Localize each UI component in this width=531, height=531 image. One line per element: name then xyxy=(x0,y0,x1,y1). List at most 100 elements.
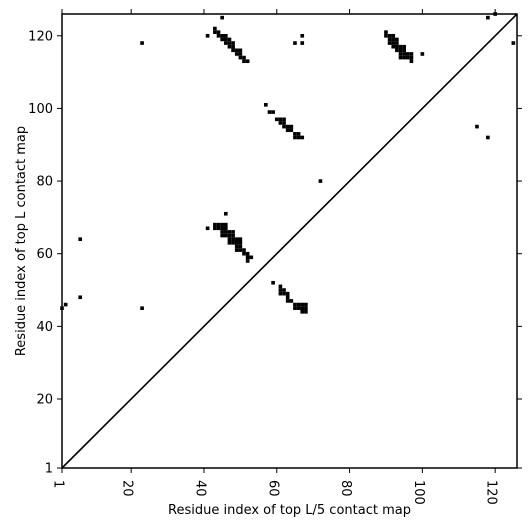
contact-cell xyxy=(391,44,396,49)
contact-cell xyxy=(398,44,403,49)
contact-cell xyxy=(220,230,224,234)
contact-cell xyxy=(405,52,410,56)
contact-cell xyxy=(409,55,414,60)
contact-cell xyxy=(486,135,490,140)
contact-cell xyxy=(486,15,490,20)
contact-cell xyxy=(223,230,228,234)
contact-cell xyxy=(420,52,425,56)
contact-cell xyxy=(271,110,275,114)
contact-cell xyxy=(78,295,83,300)
contact-cells xyxy=(60,12,516,314)
contact-cell xyxy=(63,302,68,307)
contact-cell xyxy=(140,41,144,45)
contact-cell xyxy=(213,222,217,227)
contact-cell xyxy=(300,302,305,307)
contact-cell xyxy=(227,233,232,238)
x-tick-label: 1 xyxy=(51,480,66,488)
contact-cell xyxy=(242,59,246,64)
contact-cell xyxy=(387,33,392,38)
y-tick-label: 120 xyxy=(28,29,53,44)
contact-cell xyxy=(220,33,224,38)
contact-cell xyxy=(220,15,224,20)
contact-cell xyxy=(231,233,235,238)
contact-cell xyxy=(395,48,399,53)
contact-cell xyxy=(395,44,399,49)
contact-cell xyxy=(223,222,228,227)
contact-cell xyxy=(216,222,221,227)
contact-cell xyxy=(234,241,239,245)
contact-cell xyxy=(318,179,323,183)
contact-cell xyxy=(387,41,392,45)
contact-cell xyxy=(285,291,290,296)
contact-cell xyxy=(278,117,283,122)
contact-cell xyxy=(220,226,224,231)
contact-cell xyxy=(289,299,294,303)
contact-cell xyxy=(409,59,414,64)
contact-cell xyxy=(223,211,228,216)
contact-cell xyxy=(511,41,516,45)
contact-cell xyxy=(282,291,286,296)
contact-cell xyxy=(231,41,235,45)
contact-cell xyxy=(223,33,228,38)
contact-cell xyxy=(227,41,232,45)
contact-cell xyxy=(289,124,294,129)
contact-cell xyxy=(223,37,228,42)
contact-cell xyxy=(271,280,275,285)
x-tick-label: 100 xyxy=(411,480,426,505)
contact-cell xyxy=(223,41,228,45)
contact-cell xyxy=(238,244,243,249)
contact-cell xyxy=(296,135,301,140)
contact-cell xyxy=(238,52,243,56)
y-tick-label: 100 xyxy=(28,102,53,117)
contact-cell xyxy=(78,237,83,241)
contact-cell xyxy=(231,237,235,241)
contact-cell xyxy=(213,30,217,34)
contact-cell xyxy=(220,233,224,238)
contact-cell xyxy=(216,33,221,38)
contact-cell xyxy=(282,288,286,292)
contact-cell xyxy=(227,237,232,241)
contact-cell xyxy=(227,230,232,234)
contact-cell xyxy=(293,306,297,311)
contact-cell xyxy=(238,248,243,252)
contact-cell xyxy=(274,117,279,122)
x-tick-label: 80 xyxy=(338,480,353,497)
y-tick-label: 1 xyxy=(45,462,53,477)
contact-cell xyxy=(296,306,301,311)
contact-cell xyxy=(285,295,290,300)
contact-cell xyxy=(282,117,286,122)
contact-cell xyxy=(391,33,396,38)
plot-area xyxy=(61,13,518,469)
contact-cell xyxy=(402,55,406,60)
contact-cell xyxy=(293,135,297,140)
contact-cell xyxy=(213,26,217,31)
diagonal-line xyxy=(61,13,518,469)
contact-cell xyxy=(398,48,403,53)
contact-cell xyxy=(402,52,406,56)
contact-cell xyxy=(234,248,239,252)
x-axis-label: Residue index of top L/5 contact map xyxy=(168,503,411,518)
contact-cell xyxy=(216,226,221,231)
contact-cell xyxy=(264,102,268,107)
contact-cell xyxy=(304,306,308,311)
contact-cell xyxy=(223,226,228,231)
y-tick-label: 80 xyxy=(36,175,53,190)
contact-cell xyxy=(278,121,283,125)
contact-cell xyxy=(402,48,406,53)
contact-cell xyxy=(282,121,286,125)
contact-cell xyxy=(245,259,250,263)
contact-cell xyxy=(285,128,290,133)
contact-cell xyxy=(205,226,210,231)
contact-cell xyxy=(238,237,243,241)
contact-cell xyxy=(242,248,246,252)
x-tick-label: 40 xyxy=(192,480,207,497)
contact-cell xyxy=(238,55,243,60)
contact-cell xyxy=(245,251,250,256)
contact-cell xyxy=(231,241,235,245)
contact-cell xyxy=(398,52,403,56)
contact-cell xyxy=(227,241,232,245)
y-axis-label: Residue index of top L contact map xyxy=(14,126,29,356)
contact-cell xyxy=(231,48,235,53)
